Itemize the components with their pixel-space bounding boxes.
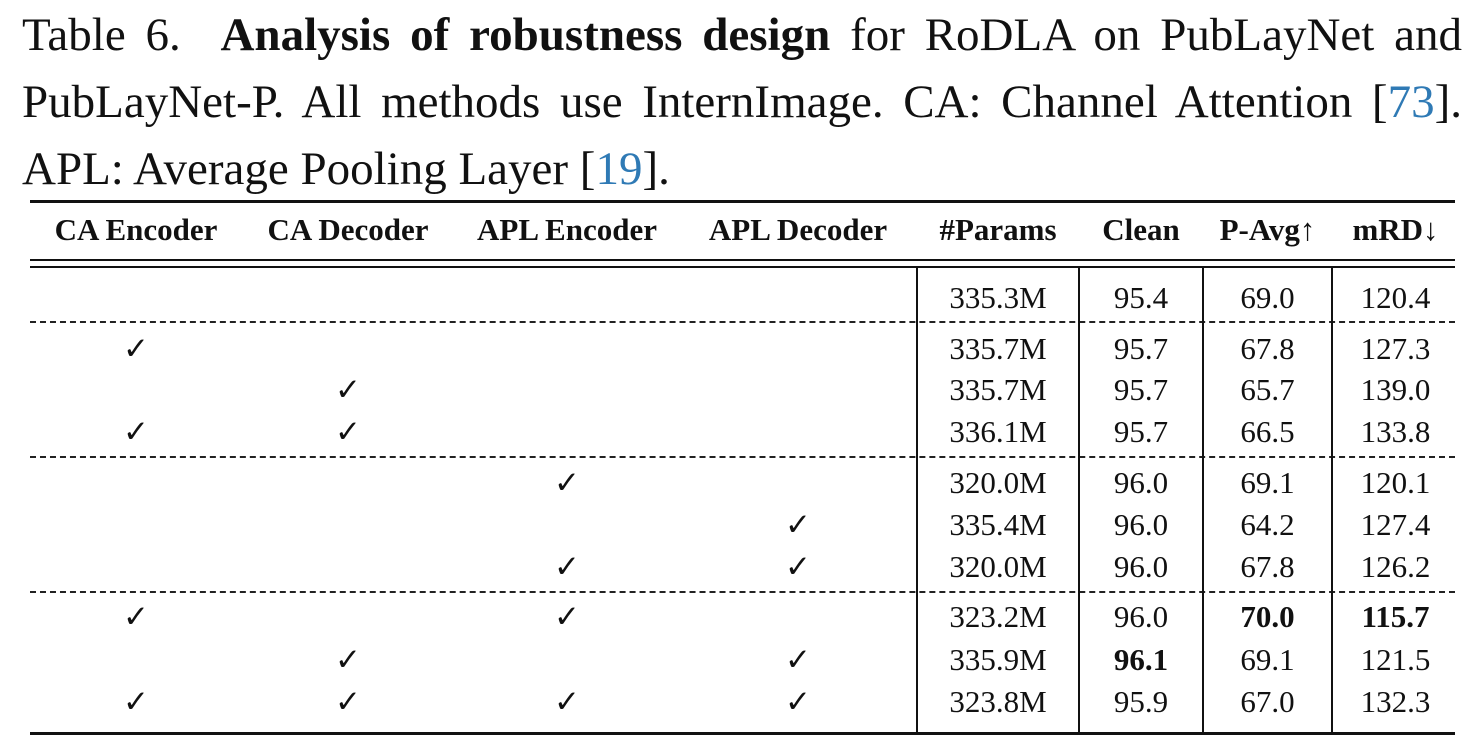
cell-p-avg: 64.2: [1204, 505, 1331, 545]
cell-params: 335.3M: [918, 278, 1078, 318]
column-header-mrd: mRD↓: [1333, 205, 1458, 255]
cell-params: 323.2M: [918, 597, 1078, 637]
cell-clean: 96.0: [1080, 505, 1202, 545]
checkmark-icon: ✓: [454, 463, 680, 503]
checkmark-icon: ✓: [30, 682, 242, 722]
empty-cell: [454, 329, 680, 369]
checkmark-icon: ✓: [242, 640, 454, 680]
empty-cell: [30, 463, 242, 503]
cell-mrd: 127.4: [1333, 505, 1458, 545]
checkmark-icon: ✓: [30, 329, 242, 369]
checkmark-icon: ✓: [242, 370, 454, 410]
empty-cell: [242, 329, 454, 369]
empty-cell: [454, 412, 680, 452]
checkmark-icon: ✓: [242, 682, 454, 722]
checkmark-icon: ✓: [242, 412, 454, 452]
bottom-rule: [30, 732, 1455, 735]
cell-mrd: 115.7: [1333, 597, 1458, 637]
cell-mrd: 120.4: [1333, 278, 1458, 318]
column-header-clean: Clean: [1080, 205, 1202, 255]
empty-cell: [242, 278, 454, 318]
cell-clean: 96.1: [1080, 640, 1202, 680]
checkmark-icon: ✓: [454, 597, 680, 637]
empty-cell: [30, 505, 242, 545]
empty-cell: [30, 640, 242, 680]
cell-clean: 96.0: [1080, 463, 1202, 503]
cell-params: 320.0M: [918, 463, 1078, 503]
cell-clean: 96.0: [1080, 597, 1202, 637]
column-header-p-avg: P-Avg↑: [1204, 205, 1331, 255]
cell-p-avg: 65.7: [1204, 370, 1331, 410]
empty-cell: [680, 412, 916, 452]
checkmark-icon: ✓: [680, 505, 916, 545]
empty-cell: [242, 505, 454, 545]
cell-p-avg: 67.8: [1204, 329, 1331, 369]
group-separator: [30, 456, 1455, 458]
empty-cell: [680, 463, 916, 503]
empty-cell: [454, 370, 680, 410]
cell-mrd: 139.0: [1333, 370, 1458, 410]
empty-cell: [680, 329, 916, 369]
checkmark-icon: ✓: [454, 682, 680, 722]
empty-cell: [680, 278, 916, 318]
column-header-ca-decoder: CA Decoder: [242, 205, 454, 255]
cell-p-avg: 70.0: [1204, 597, 1331, 637]
column-header-ca-encoder: CA Encoder: [30, 205, 242, 255]
cell-clean: 95.7: [1080, 370, 1202, 410]
top-rule: [30, 200, 1455, 203]
checkmark-icon: ✓: [454, 547, 680, 587]
header-rule: [30, 259, 1455, 261]
empty-cell: [680, 370, 916, 410]
column-header-params: #Params: [918, 205, 1078, 255]
cell-p-avg: 66.5: [1204, 412, 1331, 452]
cell-clean: 95.7: [1080, 329, 1202, 369]
column-header-apl-encoder: APL Encoder: [454, 205, 680, 255]
cell-p-avg: 69.0: [1204, 278, 1331, 318]
cell-params: 336.1M: [918, 412, 1078, 452]
cell-mrd: 121.5: [1333, 640, 1458, 680]
cell-p-avg: 69.1: [1204, 640, 1331, 680]
cell-params: 323.8M: [918, 682, 1078, 722]
cell-params: 335.7M: [918, 370, 1078, 410]
empty-cell: [680, 597, 916, 637]
empty-cell: [30, 547, 242, 587]
cell-params: 335.9M: [918, 640, 1078, 680]
empty-cell: [242, 547, 454, 587]
empty-cell: [454, 505, 680, 545]
cell-params: 335.7M: [918, 329, 1078, 369]
cell-params: 320.0M: [918, 547, 1078, 587]
cell-mrd: 133.8: [1333, 412, 1458, 452]
empty-cell: [242, 597, 454, 637]
checkmark-icon: ✓: [680, 640, 916, 680]
empty-cell: [30, 370, 242, 410]
group-separator: [30, 321, 1455, 323]
empty-cell: [30, 278, 242, 318]
group-separator: [30, 591, 1455, 593]
cell-p-avg: 69.1: [1204, 463, 1331, 503]
cell-clean: 95.9: [1080, 682, 1202, 722]
column-header-apl-decoder: APL Decoder: [680, 205, 916, 255]
cell-mrd: 120.1: [1333, 463, 1458, 503]
empty-cell: [454, 640, 680, 680]
checkmark-icon: ✓: [30, 412, 242, 452]
cell-p-avg: 67.0: [1204, 682, 1331, 722]
cell-mrd: 127.3: [1333, 329, 1458, 369]
header-rule: [30, 266, 1455, 268]
cell-clean: 96.0: [1080, 547, 1202, 587]
cell-mrd: 132.3: [1333, 682, 1458, 722]
checkmark-icon: ✓: [30, 597, 242, 637]
checkmark-icon: ✓: [680, 682, 916, 722]
cell-p-avg: 67.8: [1204, 547, 1331, 587]
checkmark-icon: ✓: [680, 547, 916, 587]
cell-params: 335.4M: [918, 505, 1078, 545]
cell-mrd: 126.2: [1333, 547, 1458, 587]
cell-clean: 95.7: [1080, 412, 1202, 452]
empty-cell: [242, 463, 454, 503]
cell-clean: 95.4: [1080, 278, 1202, 318]
empty-cell: [454, 278, 680, 318]
